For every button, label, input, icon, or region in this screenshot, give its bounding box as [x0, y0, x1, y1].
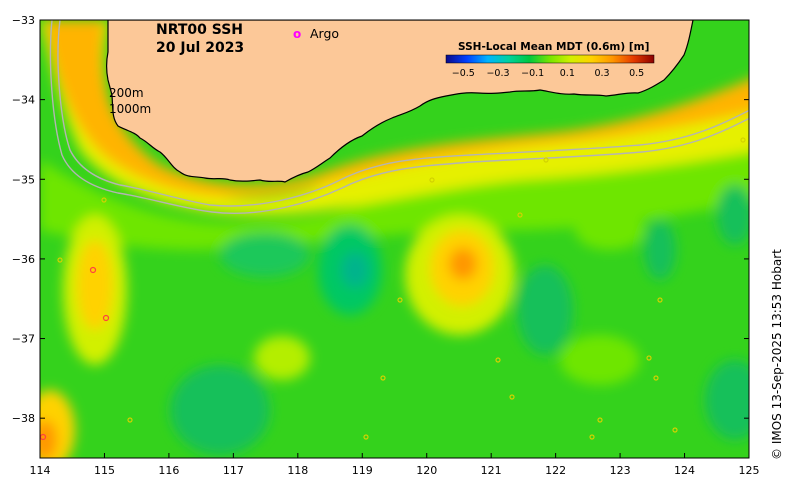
colorbar-tick-label: −0.1	[521, 68, 544, 79]
isobath-label-1000m: 1000m	[109, 102, 151, 116]
x-tick-label: 115	[94, 464, 115, 477]
plot-frame	[39, 19, 750, 459]
x-tick-label: 118	[287, 464, 308, 477]
x-tick-label: 119	[352, 464, 373, 477]
x-tick-label: 117	[223, 464, 244, 477]
product-title: NRT00 SSH	[156, 22, 243, 38]
ssh-anomaly-patches	[40, 20, 749, 458]
isobath-label-200m: 200m	[109, 86, 144, 100]
x-tick-label: 121	[481, 464, 502, 477]
x-axis: 114 115 116 117 118 119 120 121 122 123 124 125	[30, 453, 760, 477]
x-tick-label: 125	[739, 464, 760, 477]
y-tick-label: −35	[12, 173, 35, 186]
colorbar	[445, 54, 655, 64]
x-tick-label: 116	[158, 464, 179, 477]
colorbar-title: SSH-Local Mean MDT (0.6m) [m]	[458, 41, 649, 53]
argo-legend-label: Argo	[310, 26, 339, 41]
x-tick-label: 114	[30, 464, 51, 477]
y-tick-label: −36	[12, 253, 35, 266]
y-tick-label: −33	[12, 14, 35, 27]
colorbar-tick-label: 0.5	[629, 68, 644, 79]
x-tick-label: 120	[416, 464, 437, 477]
isobath-200m	[57, 20, 749, 207]
observation-markers	[57, 137, 746, 440]
colorbar-tick-label: −0.3	[486, 68, 509, 79]
x-tick-label: 123	[610, 464, 631, 477]
colorbar-tick-label: −0.5	[452, 68, 475, 79]
colorbar-tick-label: 0.3	[594, 68, 609, 79]
x-tick-label: 122	[545, 464, 566, 477]
ssh-field	[40, 20, 749, 458]
isobath-1000m	[49, 20, 749, 214]
y-tick-label: −37	[12, 333, 35, 346]
y-tick-label: −38	[12, 412, 35, 425]
imos-credit: © IMOS 13-Sep-2025 13:53 Hobart	[770, 249, 784, 460]
date-title: 20 Jul 2023	[156, 40, 244, 56]
y-axis: −33 −34 −35 −36 −37 −38	[12, 14, 749, 425]
y-tick-label: −34	[12, 94, 35, 107]
x-tick-label: 124	[674, 464, 695, 477]
argo-legend-icon: o	[293, 27, 301, 41]
colorbar-tick-label: 0.1	[560, 68, 575, 79]
colorbar-ticks: −0.5 −0.3 −0.1 0.1 0.3 0.5	[452, 68, 644, 79]
